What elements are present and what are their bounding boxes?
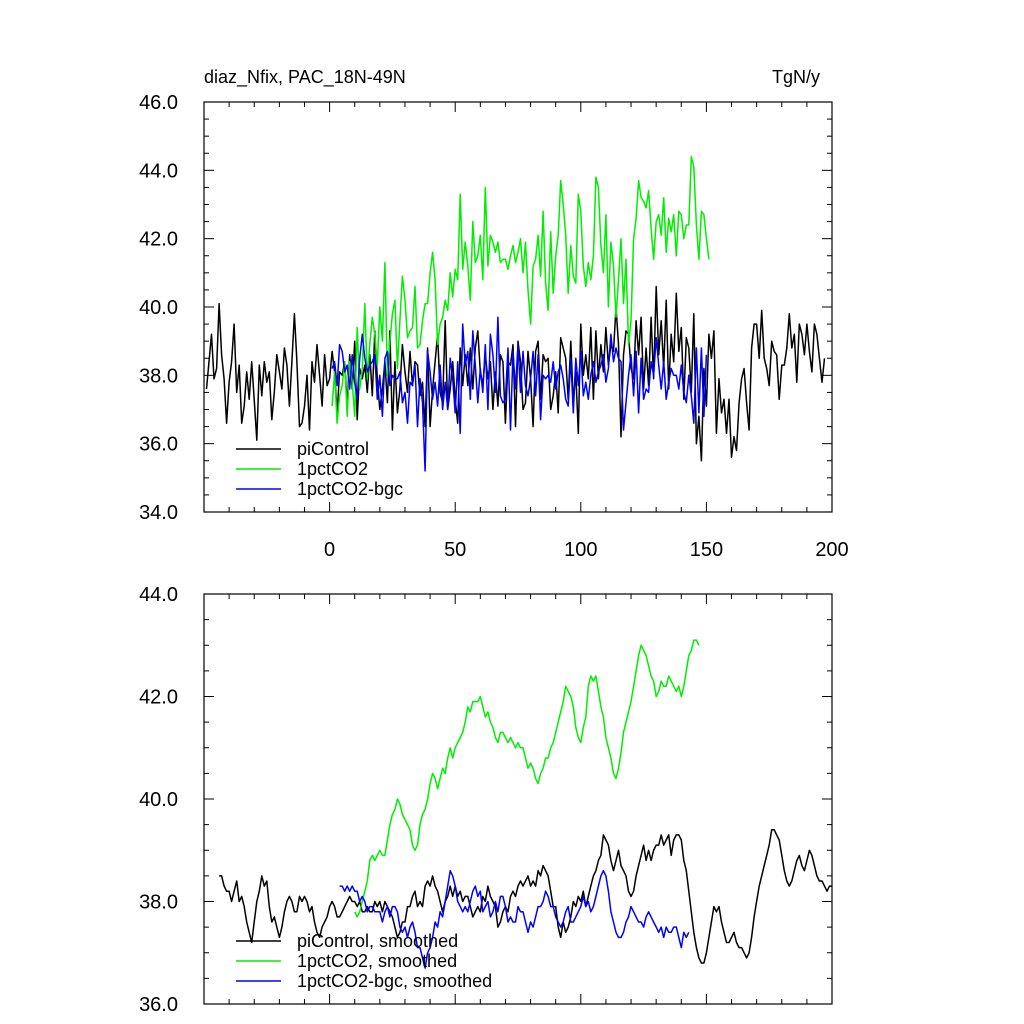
- series-line-1pctco2: [331, 155, 710, 424]
- y-tick-label: 44.0: [139, 160, 178, 182]
- title-left: diaz_Nfix, PAC_18N-49N: [204, 67, 406, 88]
- top-panel-tick-labels: 34.0 36.0 38.0 40.0 42.0 44.0 46.0 0 50 100 150 200: [139, 92, 849, 561]
- x-tick-label: 100: [564, 539, 597, 561]
- y-tick-label: 36.0: [139, 434, 178, 456]
- x-tick-label: 50: [444, 539, 466, 561]
- y-tick-label: 36.0: [139, 994, 178, 1016]
- y-tick-label: 42.0: [139, 687, 178, 709]
- y-tick-label: 46.0: [139, 92, 178, 114]
- y-tick-label: 40.0: [139, 789, 178, 811]
- y-tick-label: 40.0: [139, 297, 178, 319]
- x-tick-label: 150: [690, 539, 723, 561]
- legend-label: 1pctCO2, smoothed: [297, 951, 457, 971]
- y-tick-label: 34.0: [139, 502, 178, 524]
- legend-label: 1pctCO2-bgc, smoothed: [297, 971, 492, 991]
- legend-label: piControl: [297, 439, 369, 459]
- y-tick-label: 38.0: [139, 892, 178, 914]
- legend-label: 1pctCO2-bgc: [297, 479, 403, 499]
- y-tick-label: 38.0: [139, 365, 178, 387]
- series-line-1pctco2-bgc-smoothed: [339, 869, 690, 969]
- x-tick-label: 0: [324, 539, 335, 561]
- x-tick-label: 200: [815, 539, 848, 561]
- y-tick-label: 44.0: [139, 584, 178, 606]
- series-line-1pctco2-smoothed: [354, 639, 700, 918]
- bottom-panel-frame: [203, 593, 833, 1005]
- top-panel-frame: [203, 101, 833, 513]
- top-panel-series: [205, 155, 826, 472]
- bottom-panel: 36.0 38.0 40.0 42.0 44.0 piControl, smoothed…: [139, 584, 833, 1016]
- top-panel: 34.0 36.0 38.0 40.0 42.0 44.0 46.0 0 50 100 150 200…: [139, 92, 849, 561]
- bottom-panel-series: [219, 639, 832, 969]
- title-right: TgN/y: [772, 67, 820, 87]
- top-panel-ticks: [203, 101, 833, 513]
- series-line-1pctco2-bgc: [331, 316, 708, 472]
- legend-label: 1pctCO2: [297, 459, 368, 479]
- series-line-picontrol: [205, 285, 826, 462]
- y-tick-label: 42.0: [139, 229, 178, 251]
- series-line-picontrol-smoothed: [219, 829, 832, 964]
- bottom-panel-tick-labels: 36.0 38.0 40.0 42.0 44.0: [139, 584, 178, 1016]
- legend-label: piControl, smoothed: [297, 931, 458, 951]
